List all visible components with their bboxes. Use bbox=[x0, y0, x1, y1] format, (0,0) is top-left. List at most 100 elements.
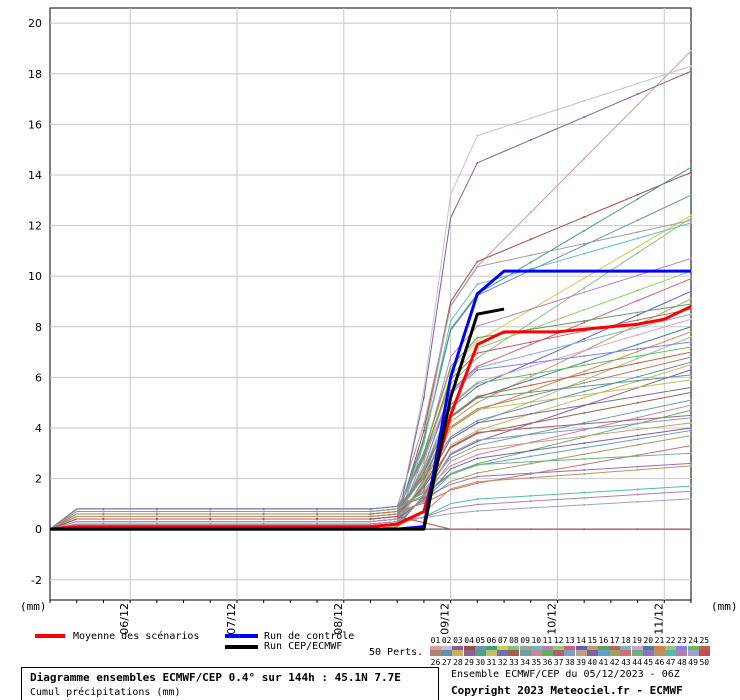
ensemble-member-point bbox=[529, 441, 532, 444]
member-number: 29 bbox=[464, 658, 474, 667]
ensemble-member-point bbox=[636, 468, 639, 471]
ensemble-run-label: Ensemble ECMWF/CEP du 05/12/2023 - 06Z bbox=[451, 669, 680, 680]
member-number: 38 bbox=[565, 658, 575, 667]
ensemble-member-point bbox=[476, 265, 479, 268]
ensemble-member-point bbox=[476, 440, 479, 443]
ensemble-member-point bbox=[636, 219, 639, 222]
ensemble-member-point bbox=[583, 381, 586, 384]
member-number: 36 bbox=[542, 658, 553, 667]
ensemble-member-point bbox=[636, 428, 639, 431]
member-color-swatch bbox=[463, 650, 475, 656]
y-tick-label: 12 bbox=[28, 220, 42, 233]
member-number: 10 bbox=[531, 636, 542, 645]
ensemble-member-point bbox=[262, 518, 265, 521]
y-tick-label: 0 bbox=[35, 523, 42, 536]
ensemble-member-point bbox=[583, 99, 586, 102]
ensemble-member-point bbox=[636, 355, 639, 358]
ensemble-member-point bbox=[583, 321, 586, 324]
ensemble-member-point bbox=[583, 442, 586, 445]
ensemble-member-point bbox=[102, 518, 105, 521]
ensemble-member-point bbox=[476, 528, 479, 531]
ensemble-member-point bbox=[636, 379, 639, 382]
ensemble-member-point bbox=[690, 409, 692, 412]
ensemble-member-point bbox=[476, 444, 479, 447]
ensemble-member-point bbox=[422, 423, 425, 426]
x-tick-label: 08/12 bbox=[332, 603, 345, 635]
y-tick-label: 6 bbox=[35, 371, 42, 384]
ensemble-member-point bbox=[583, 503, 586, 506]
legend-perts-label: 50 Perts. bbox=[369, 647, 424, 658]
ensemble-member-point bbox=[583, 404, 586, 407]
ensemble-member-point bbox=[690, 404, 692, 407]
x-ticks: 06/12 07/12 08/12 09/12 10/12 11/12 bbox=[49, 600, 692, 635]
ensemble-member-point bbox=[636, 103, 639, 106]
ensemble-member-point bbox=[636, 416, 639, 419]
ensemble-member-point bbox=[583, 379, 586, 382]
ensemble-member-point bbox=[690, 426, 692, 429]
member-number: 14 bbox=[576, 636, 586, 645]
ensemble-member-point bbox=[690, 414, 692, 417]
ensemble-member-point bbox=[690, 318, 692, 321]
member-color-swatch bbox=[486, 650, 497, 656]
ensemble-member-point bbox=[529, 460, 532, 463]
ensemble-member-point bbox=[369, 520, 372, 523]
member-number: 46 bbox=[654, 658, 665, 667]
ensemble-member-point bbox=[422, 471, 425, 474]
ensemble-member-point bbox=[422, 494, 425, 497]
member-color-swatch bbox=[519, 650, 531, 656]
member-number: 16 bbox=[598, 636, 609, 645]
ensemble-member-point bbox=[636, 438, 639, 441]
ensemble-member-point bbox=[636, 333, 639, 336]
x-tick-label: 09/12 bbox=[439, 603, 452, 635]
ensemble-member-point bbox=[529, 328, 532, 331]
ensemble-member-point bbox=[690, 171, 692, 174]
ensemble-member-point bbox=[690, 351, 692, 354]
ensemble-member-point bbox=[636, 418, 639, 421]
y-tick-label: 16 bbox=[28, 118, 42, 131]
ensemble-member-point bbox=[155, 523, 158, 526]
ensemble-member-point bbox=[636, 493, 639, 496]
ensemble-member-point bbox=[476, 161, 479, 164]
ensemble-member-point bbox=[102, 523, 105, 526]
ensemble-member-point bbox=[262, 510, 265, 513]
ensemble-member-point bbox=[636, 434, 639, 437]
ensemble-member-point bbox=[690, 50, 692, 53]
ensemble-member-point bbox=[636, 488, 639, 491]
ensemble-member-point bbox=[155, 520, 158, 523]
ensemble-member-point bbox=[209, 510, 212, 513]
ensemble-member-point bbox=[262, 520, 265, 523]
ensemble-member-point bbox=[636, 198, 639, 201]
ensemble-member-point bbox=[690, 490, 692, 493]
ensemble-member-point bbox=[102, 520, 105, 523]
ensemble-member-point bbox=[476, 457, 479, 460]
ensemble-member-point bbox=[476, 471, 479, 474]
ensemble-member-point bbox=[636, 422, 639, 425]
ensemble-member-point bbox=[690, 497, 692, 500]
member-color-swatch bbox=[620, 650, 632, 656]
ensemble-member-point bbox=[422, 461, 425, 464]
ensemble-member-point bbox=[690, 373, 692, 376]
ensemble-member-point bbox=[422, 481, 425, 484]
ensemble-member-point bbox=[583, 252, 586, 255]
ensemble-member-point bbox=[583, 277, 586, 280]
ensemble-member-point bbox=[583, 496, 586, 499]
ensemble-member-point bbox=[690, 462, 692, 465]
ensemble-member-point bbox=[155, 510, 158, 513]
y-unit-left: (mm) bbox=[20, 600, 47, 613]
member-number: 25 bbox=[699, 636, 710, 645]
member-number: 27 bbox=[441, 658, 452, 667]
ensemble-member-point bbox=[422, 396, 425, 399]
y-unit-right: (mm) bbox=[711, 600, 738, 613]
ensemble-member-point bbox=[636, 311, 639, 314]
member-number: 24 bbox=[688, 636, 698, 645]
ensemble-member-point bbox=[476, 395, 479, 398]
ensemble-member-point bbox=[636, 319, 639, 322]
ensemble-member-point bbox=[690, 297, 692, 300]
ensemble-member-point bbox=[690, 421, 692, 424]
member-color-swatch bbox=[676, 650, 688, 656]
ensemble-member-point bbox=[529, 353, 532, 356]
ensemble-member-point bbox=[690, 194, 692, 197]
ensemble-member-point bbox=[476, 429, 479, 432]
ensemble-member-point bbox=[476, 365, 479, 368]
ensemble-member-point bbox=[690, 416, 692, 419]
